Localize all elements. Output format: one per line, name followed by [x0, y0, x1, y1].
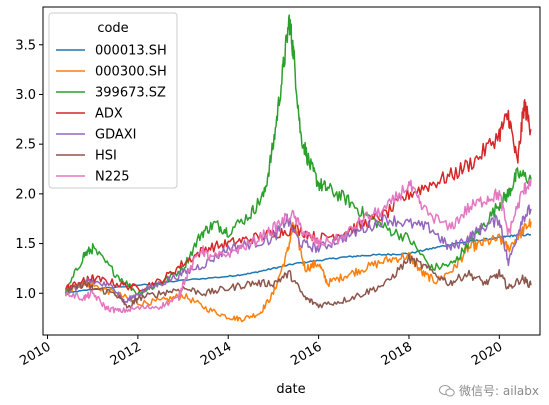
y-axis: 1.0 1.5 2.0 2.5 3.0 3.5 — [15, 38, 43, 302]
x-axis: 2010 2012 2014 2016 2018 2020 — [17, 335, 505, 369]
x-tick-label: 2012 — [108, 339, 144, 369]
series-line-gdaxi — [64, 204, 532, 306]
series-line-hsi — [64, 253, 532, 310]
legend-box — [48, 12, 178, 189]
legend-label: 399673.SZ — [95, 86, 166, 101]
x-tick-label: 2020 — [469, 339, 505, 369]
x-tick-label: 2010 — [17, 339, 53, 369]
y-tick-label: 2.5 — [15, 138, 36, 153]
y-tick-label: 3.5 — [15, 38, 36, 53]
legend-label: ADX — [95, 107, 123, 122]
series-line-000013-sh — [65, 233, 532, 294]
legend-label: HSI — [95, 149, 117, 164]
watermark-text: 微信号: ailabx — [459, 384, 539, 398]
y-tick-label: 1.0 — [15, 287, 36, 302]
series-line-n225 — [64, 178, 532, 314]
x-tick-label: 2018 — [379, 339, 415, 369]
x-axis-title: date — [276, 382, 305, 397]
y-tick-label: 1.5 — [15, 237, 36, 252]
watermark: 微信号: ailabx — [439, 382, 539, 399]
legend-label: N225 — [95, 170, 130, 185]
legend-label: GDAXI — [95, 128, 137, 143]
y-tick-label: 2.0 — [15, 187, 36, 202]
legend-label: 000013.SH — [95, 44, 167, 59]
x-tick-label: 2014 — [198, 339, 234, 369]
legend-label: 000300.SH — [95, 65, 167, 80]
series-line-000300-sh — [64, 218, 532, 323]
legend: code 000013.SH 000300.SH 399673.SZ ADX GDAXI… — [48, 12, 178, 189]
plot-frame — [42, 6, 541, 336]
wechat-icon — [439, 384, 455, 396]
x-tick-label: 2016 — [288, 339, 324, 369]
legend-title: code — [97, 21, 128, 36]
series-line-399673-sz — [64, 14, 532, 296]
y-tick-label: 3.0 — [15, 88, 36, 103]
series-lines — [64, 14, 532, 323]
